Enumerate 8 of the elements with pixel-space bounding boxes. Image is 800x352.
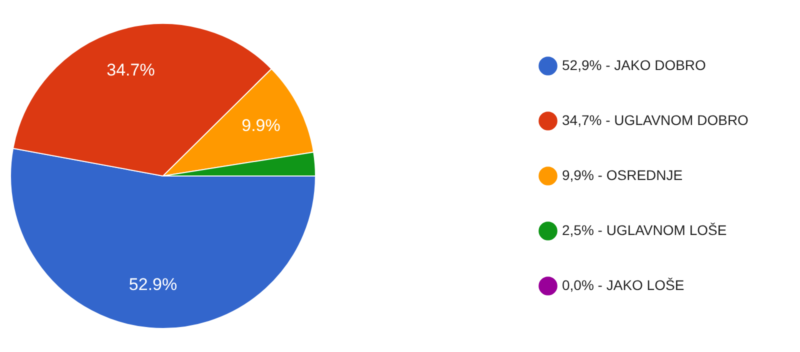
legend-label: 9,9% - OSREDNJE bbox=[562, 166, 683, 183]
legend-label: 2,5% - UGLAVNOM LOŠE bbox=[562, 222, 727, 238]
data-label: 52.9% bbox=[128, 275, 178, 294]
data-label: 9.9% bbox=[242, 116, 280, 136]
legend-label: 52,9% - JAKO DOBRO bbox=[562, 56, 706, 73]
legend-label: 34,7% - UGLAVNOM DOBRO bbox=[562, 112, 749, 128]
legend-label: 0,0% - JAKO LOŠE bbox=[562, 276, 684, 293]
data-label: 34.7% bbox=[106, 60, 155, 80]
